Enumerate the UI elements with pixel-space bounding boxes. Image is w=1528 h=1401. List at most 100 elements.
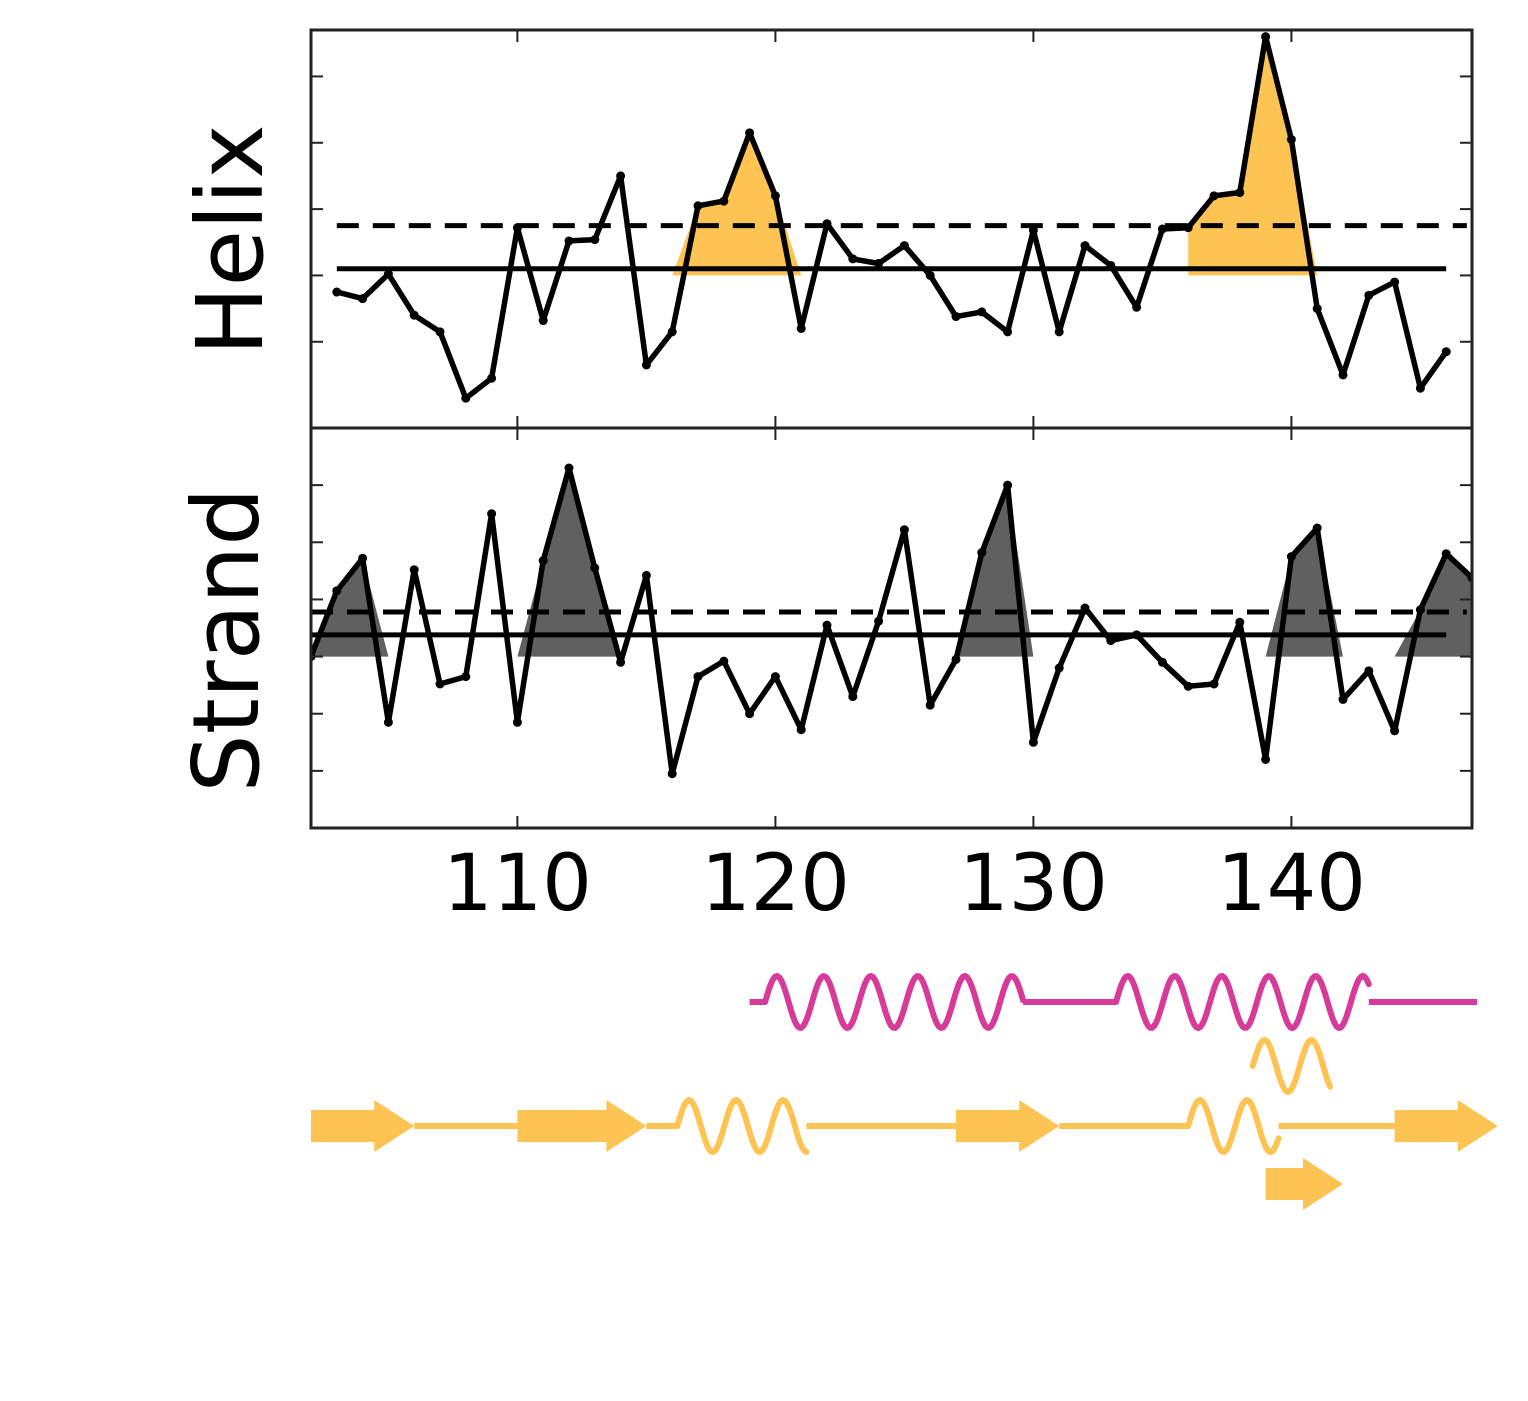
data-point bbox=[693, 201, 703, 211]
data-point bbox=[512, 717, 522, 727]
data-point bbox=[564, 463, 574, 473]
data-point bbox=[1132, 302, 1142, 312]
helix-wave bbox=[762, 972, 1027, 1032]
data-point bbox=[925, 700, 935, 710]
panel-frame bbox=[309, 426, 1474, 830]
data-point bbox=[564, 236, 574, 246]
strand-panel bbox=[309, 426, 1474, 830]
data-point bbox=[848, 692, 858, 702]
data-point bbox=[1183, 223, 1193, 233]
strand-arrow bbox=[311, 1100, 415, 1152]
x-tick-label: 130 bbox=[959, 839, 1108, 929]
orange-track-1 bbox=[1249, 1036, 1334, 1096]
data-point bbox=[1183, 681, 1193, 691]
data-point bbox=[1157, 657, 1167, 667]
data-point bbox=[745, 128, 755, 138]
data-point bbox=[590, 235, 600, 245]
data-point bbox=[667, 327, 677, 337]
data-point bbox=[719, 196, 729, 206]
data-point bbox=[461, 393, 471, 403]
data-point bbox=[822, 620, 832, 630]
filled-region bbox=[672, 132, 802, 276]
strand-arrow bbox=[517, 1100, 647, 1152]
data-point bbox=[977, 548, 987, 558]
orange-track-3 bbox=[1265, 1158, 1343, 1210]
data-point bbox=[899, 241, 909, 251]
data-point bbox=[1312, 304, 1322, 314]
data-point bbox=[925, 270, 935, 280]
data-point bbox=[616, 171, 626, 181]
data-point bbox=[1364, 666, 1374, 676]
data-point bbox=[1261, 32, 1271, 42]
data-point bbox=[951, 312, 961, 322]
data-point bbox=[951, 654, 961, 664]
plot-area bbox=[332, 32, 1467, 403]
data-point bbox=[848, 254, 858, 264]
helix-wave bbox=[1185, 1096, 1282, 1156]
data-point bbox=[461, 672, 471, 682]
data-point bbox=[435, 327, 445, 337]
data-point bbox=[1028, 737, 1038, 747]
data-point bbox=[1054, 327, 1064, 337]
data-point bbox=[487, 509, 497, 519]
data-point bbox=[409, 310, 419, 320]
data-point bbox=[1106, 636, 1116, 646]
x-tick-label: 120 bbox=[701, 839, 850, 929]
orange-track-2 bbox=[311, 1096, 1498, 1156]
data-point bbox=[874, 258, 884, 268]
magenta-track bbox=[749, 972, 1478, 1032]
series-line bbox=[336, 33, 1449, 401]
data-point bbox=[616, 657, 626, 667]
data-point bbox=[1338, 370, 1348, 380]
x-tick-label: 140 bbox=[1217, 839, 1366, 929]
data-point bbox=[1364, 290, 1374, 300]
data-point bbox=[1080, 241, 1090, 251]
data-point bbox=[796, 324, 806, 333]
data-point bbox=[1157, 224, 1167, 234]
data-point bbox=[538, 556, 548, 566]
data-point bbox=[1106, 260, 1116, 270]
data-point bbox=[641, 360, 651, 370]
data-point bbox=[1390, 277, 1400, 287]
data-point bbox=[1312, 523, 1322, 533]
x-tick-label: 110 bbox=[443, 839, 592, 929]
data-point bbox=[1415, 383, 1425, 393]
data-point bbox=[435, 679, 445, 689]
series-line bbox=[311, 465, 1472, 777]
data-point bbox=[1209, 679, 1219, 689]
data-point bbox=[1003, 480, 1013, 490]
data-point bbox=[822, 219, 832, 229]
filled-region bbox=[517, 468, 621, 657]
data-point bbox=[1441, 347, 1451, 357]
plot-area bbox=[311, 463, 1472, 779]
data-point bbox=[641, 570, 651, 580]
data-point bbox=[770, 672, 780, 682]
data-point bbox=[719, 656, 729, 666]
data-point bbox=[1209, 191, 1219, 201]
helix-panel bbox=[309, 28, 1474, 430]
data-point bbox=[1235, 617, 1245, 627]
data-point bbox=[1003, 327, 1013, 337]
data-point bbox=[1132, 630, 1142, 640]
data-point bbox=[332, 287, 342, 297]
data-point bbox=[667, 769, 677, 779]
data-point bbox=[1261, 754, 1271, 764]
data-point bbox=[538, 316, 548, 326]
data-point bbox=[358, 294, 368, 304]
helix-wave bbox=[1113, 972, 1372, 1032]
data-point bbox=[770, 191, 780, 201]
data-point bbox=[332, 586, 342, 596]
data-point bbox=[1338, 694, 1348, 704]
data-point bbox=[1054, 663, 1064, 673]
strand-arrow bbox=[1394, 1100, 1498, 1152]
x-tick-labels: 110 120 130 140 bbox=[443, 839, 1366, 929]
data-point bbox=[796, 725, 806, 735]
strand-arrow bbox=[1265, 1158, 1343, 1210]
helix-wave bbox=[674, 1096, 810, 1156]
strand-arrow bbox=[956, 1100, 1060, 1152]
data-point bbox=[487, 373, 497, 383]
filled-region bbox=[1188, 36, 1318, 276]
data-point bbox=[1415, 605, 1425, 615]
